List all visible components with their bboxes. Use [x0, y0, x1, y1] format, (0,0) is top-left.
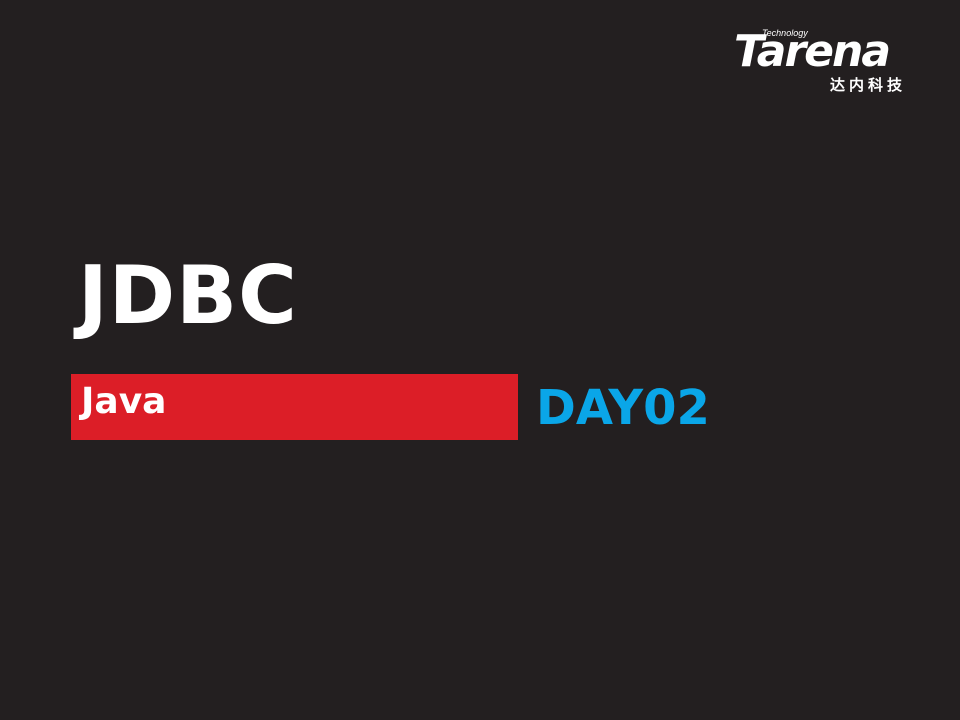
tarena-logo: Tarena Technology 达内科技 — [732, 26, 932, 98]
slide-title: JDBC — [78, 249, 298, 342]
logo-chinese-name: 达内科技 — [830, 76, 907, 94]
subject-banner: Java — [71, 374, 518, 440]
subject-label: Java — [81, 381, 167, 422]
day-label: DAY02 — [536, 380, 710, 436]
logo-wordmark: Tarena — [734, 26, 891, 77]
logo-tagline: Technology — [762, 28, 808, 38]
